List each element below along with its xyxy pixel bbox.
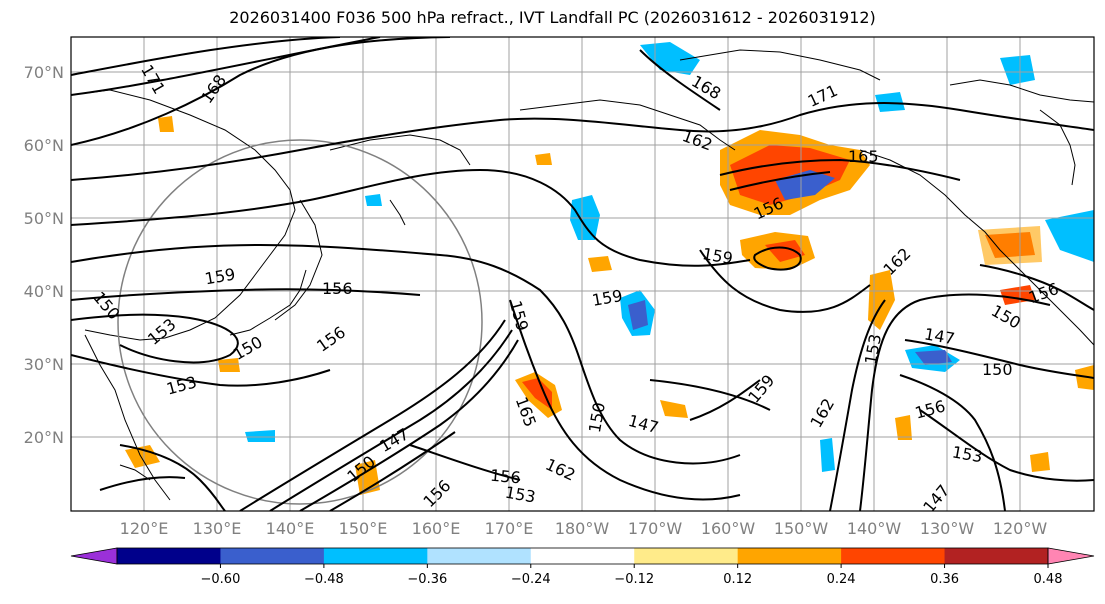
lon-label: 170°W xyxy=(628,519,683,538)
shade-patch xyxy=(355,460,380,495)
lon-label: 140°W xyxy=(847,519,902,538)
shade-patch xyxy=(660,400,688,418)
colorbar: −0.60 −0.48 −0.36 −0.24 −0.12 0.12 0.24 0.36 0.4… xyxy=(70,547,1095,587)
shade-patch xyxy=(245,430,275,442)
colorbar-segment xyxy=(530,548,635,564)
lat-label: 20°N xyxy=(24,428,64,447)
colorbar-tick-label: −0.12 xyxy=(614,572,654,587)
shade-patch xyxy=(820,438,835,472)
contour-label: 156 xyxy=(322,279,353,298)
shade-patch xyxy=(125,445,160,468)
shade-patch xyxy=(765,240,805,262)
colorbar-segment xyxy=(323,548,428,564)
colorbar-tick-label: 0.48 xyxy=(1034,572,1063,587)
colorbar-segment xyxy=(737,548,842,564)
colorbar-segment xyxy=(117,548,221,564)
lon-label: 150°W xyxy=(774,519,829,538)
lat-label: 70°N xyxy=(24,63,64,82)
region-circle xyxy=(117,139,483,505)
colorbar-outline xyxy=(116,547,1049,565)
lon-label: 180°W xyxy=(555,519,610,538)
map-title: 2026031400 F036 500 hPa refract., IVT La… xyxy=(229,8,876,27)
contour-label: 150 xyxy=(982,360,1013,379)
contours xyxy=(71,37,1094,511)
colorbar-tick-label: 0.24 xyxy=(827,572,856,587)
shade-patch xyxy=(628,300,648,330)
contour-label: 156 xyxy=(489,466,521,488)
colorbar-tick-label: 0.36 xyxy=(930,572,959,587)
lat-label: 40°N xyxy=(24,282,64,301)
shade-patch xyxy=(1030,452,1050,472)
lon-label: 120°W xyxy=(993,519,1048,538)
shade-patch xyxy=(978,226,1042,265)
shade-patch xyxy=(535,153,552,165)
colorbar-segment xyxy=(944,548,1049,564)
lon-label: 130°E xyxy=(193,519,242,538)
lon-label: 170°E xyxy=(485,519,534,538)
lon-label: 140°E xyxy=(266,519,315,538)
shade-patch xyxy=(158,116,174,132)
latitude-labels: 70°N 60°N 50°N 40°N 30°N 20°N xyxy=(24,63,64,447)
colorbar-segment xyxy=(634,548,739,564)
lon-label: 160°E xyxy=(412,519,461,538)
lon-label: 160°W xyxy=(701,519,756,538)
shade-patch xyxy=(365,194,382,206)
colorbar-tick-label: 0.12 xyxy=(723,572,752,587)
shade-patch xyxy=(1000,55,1035,85)
lon-label: 130°W xyxy=(920,519,975,538)
shade-patch xyxy=(1045,210,1094,262)
plot-frame xyxy=(70,36,1095,512)
lat-label: 50°N xyxy=(24,209,64,228)
longitude-labels: 120°E 130°E 140°E 150°E 160°E 170°E 180°… xyxy=(120,519,1048,538)
shade-patch xyxy=(522,378,552,410)
colorbar-tick-label: −0.36 xyxy=(407,572,447,587)
shade-patch xyxy=(895,415,912,440)
colorbar-segment xyxy=(220,548,325,564)
colorbar-segment xyxy=(427,548,532,564)
colorbar-segment xyxy=(1047,547,1095,565)
lon-label: 150°E xyxy=(339,519,388,538)
colorbar-tick-label: −0.24 xyxy=(511,572,551,587)
colorbar-tick-label: −0.60 xyxy=(201,572,241,587)
shade-patch xyxy=(875,92,905,112)
colorbar-tick-label: −0.48 xyxy=(304,572,344,587)
contour-label: 165 xyxy=(848,147,879,166)
shade-patch xyxy=(915,350,952,365)
coastlines xyxy=(71,49,1094,501)
shade-patch xyxy=(218,358,240,372)
lat-label: 30°N xyxy=(24,355,64,374)
graticule xyxy=(71,37,1094,511)
shaded-field xyxy=(125,42,1094,495)
colorbar-segment xyxy=(70,547,118,565)
colorbar-segment xyxy=(841,548,946,564)
lon-label: 120°E xyxy=(120,519,169,538)
lat-label: 60°N xyxy=(24,136,64,155)
shade-patch xyxy=(588,256,612,272)
